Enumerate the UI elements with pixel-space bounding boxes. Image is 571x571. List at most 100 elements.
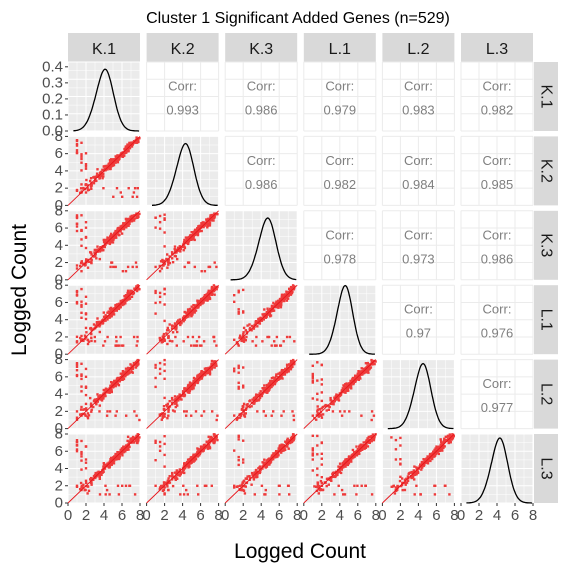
data-point [263,387,266,390]
data-point [93,248,96,252]
data-point [233,486,236,489]
data-point [154,312,157,315]
data-point [330,479,333,482]
data-point [80,311,83,314]
data-point [254,344,258,347]
data-point [93,179,97,182]
data-point [104,387,108,390]
data-point [158,214,162,218]
data-point [325,409,328,412]
data-point [355,375,359,378]
data-point [165,257,168,261]
data-point [186,461,189,464]
data-point [163,259,166,263]
data-point [158,367,162,371]
data-point [327,408,330,411]
data-point [243,338,246,341]
panel-l-2-k-1 [67,358,141,430]
y-tick-label: 6 [55,294,63,311]
data-point [100,173,104,177]
data-point [395,489,398,492]
data-point [75,215,79,219]
data-point [167,408,170,411]
data-point [97,320,101,324]
data-point [175,325,178,328]
data-point [161,484,164,487]
data-point [405,477,408,480]
data-point [257,317,260,321]
data-point [342,460,346,463]
data-point [130,364,133,367]
strip-box [534,434,558,503]
data-point [271,306,275,309]
column-strip-l-1: L.1 [303,33,376,62]
data-point [85,258,88,261]
data-point [190,344,193,347]
data-point [348,410,351,413]
data-point [349,379,352,383]
data-point [122,445,125,448]
data-point [198,225,202,229]
panel-k-2-k-1 [67,135,141,206]
data-point [90,336,93,339]
panel-k-1-l-3: Corr:0.982 [460,61,534,132]
data-point [84,402,88,406]
data-point [181,470,185,473]
data-point [208,222,212,225]
data-point [434,447,437,450]
data-point [272,376,275,379]
panel-l-2-l-2 [381,359,455,430]
data-point [178,474,181,477]
data-point [114,155,117,158]
data-point [374,360,377,363]
y-tick-label: 4 [55,237,63,254]
data-point [79,191,82,194]
data-point [133,493,137,496]
data-point [132,441,136,444]
data-point [99,394,102,397]
data-point [333,396,336,399]
data-point [98,174,101,178]
data-point [112,462,116,465]
data-point [174,398,177,401]
data-point [84,461,88,464]
data-point [443,445,446,448]
data-point [248,326,252,330]
data-point [182,340,185,343]
data-point [124,225,127,228]
data-point [252,326,255,330]
data-point [95,172,99,175]
data-point [202,410,206,413]
x-tick-label: 2 [160,507,168,524]
data-point [163,358,166,362]
data-point [254,322,257,326]
data-point [254,471,257,474]
data-point [431,452,434,455]
strip-box [534,62,558,131]
data-point [328,478,331,481]
data-point [289,359,293,363]
data-point [210,285,214,289]
data-point [238,484,242,487]
data-point [80,141,83,144]
data-point [390,485,393,488]
data-point [170,478,174,481]
data-point [94,254,97,258]
data-point [75,149,79,152]
data-point [125,414,128,417]
data-point [173,325,176,328]
data-point [90,339,93,343]
data-point [136,335,139,339]
y-tick-label: 0 [55,197,63,214]
data-point [103,467,107,470]
data-point [200,229,203,233]
data-point [242,331,245,334]
data-point [75,365,79,368]
data-point [92,478,95,481]
data-point [212,441,216,445]
data-point [126,145,129,149]
data-point [112,309,116,313]
data-point [163,442,166,446]
